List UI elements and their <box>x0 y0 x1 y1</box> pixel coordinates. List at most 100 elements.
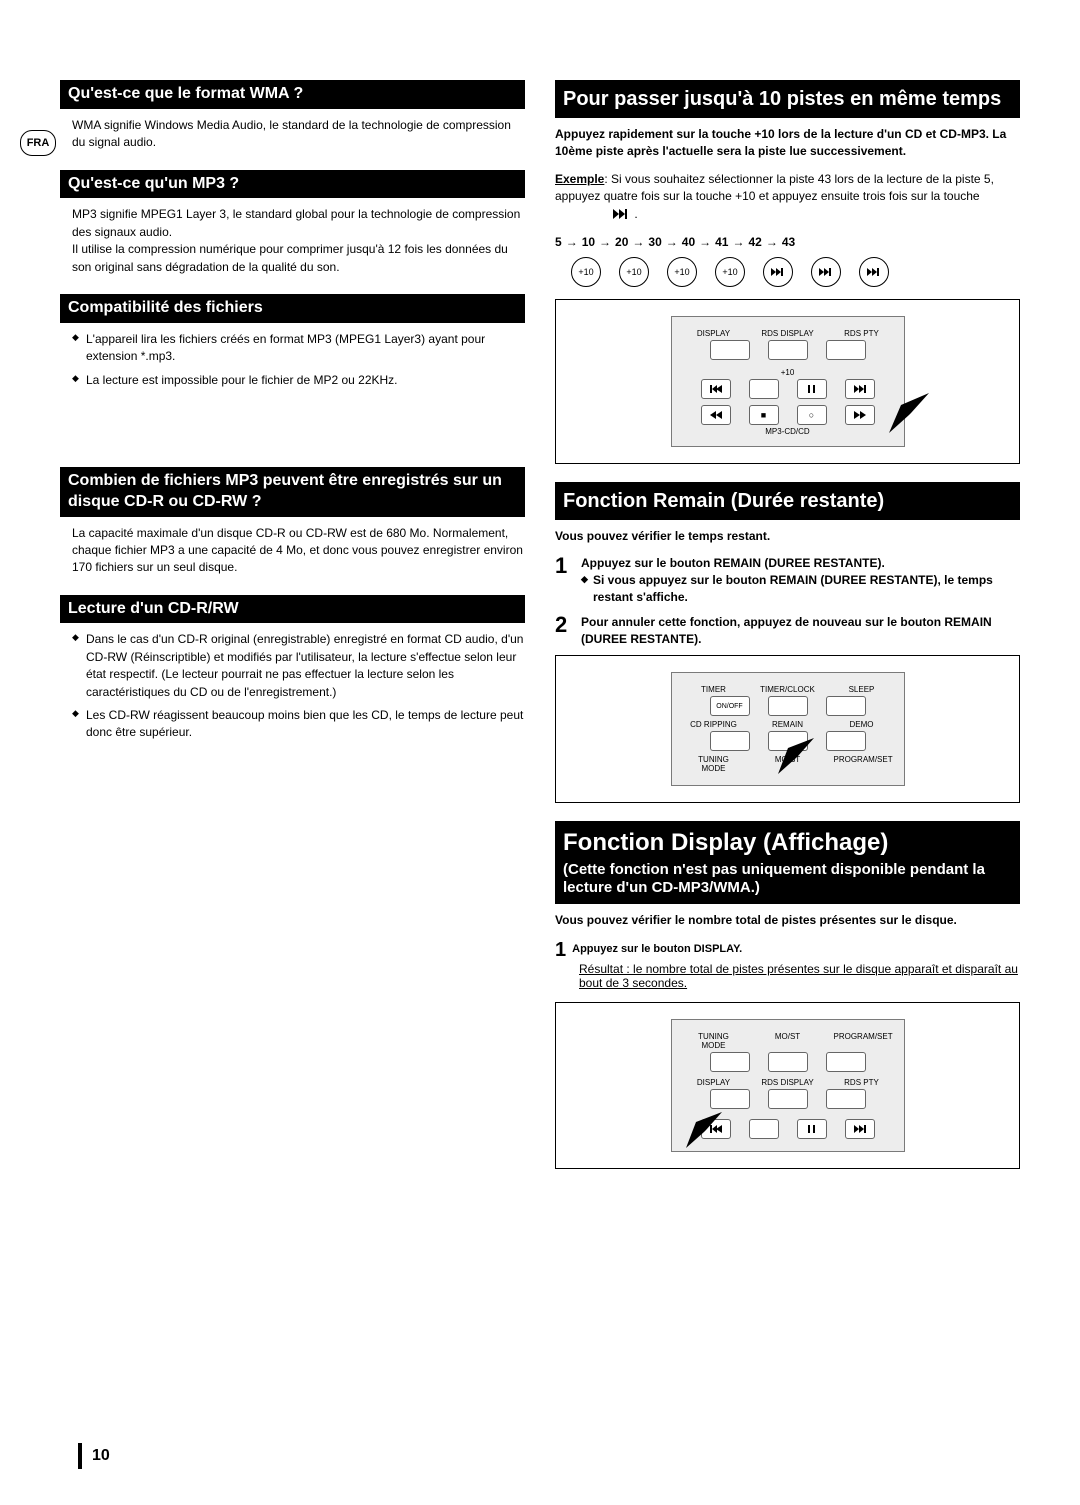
remote-button <box>768 1089 808 1109</box>
example-label: Exemple <box>555 172 604 186</box>
display-step1a: Appuyez sur le bouton DISPLAY. <box>572 943 742 955</box>
prev-button <box>701 379 731 399</box>
skip-example: Exemple: Si vous souhaitez sélectionner … <box>555 171 1020 223</box>
flow-value: 5 <box>555 235 562 249</box>
pointer-icon <box>686 1112 722 1148</box>
remote-label: DEMO <box>834 720 890 729</box>
flow-value: 20 <box>615 235 628 249</box>
next-button-icon <box>811 257 841 287</box>
section-wma-body: WMA signifie Windows Media Audio, le sta… <box>72 117 525 152</box>
remote-button <box>749 1119 779 1139</box>
section-display-subtitle: (Cette fonction n'est pas uniquement dis… <box>555 861 1020 905</box>
stop-button: ■ <box>749 405 779 425</box>
remote-label: MP3-CD/CD <box>686 427 890 436</box>
remote-button <box>710 1089 750 1109</box>
next-button <box>845 1119 875 1139</box>
left-column: Qu'est-ce que le format WMA ? WMA signif… <box>60 80 525 1187</box>
remote-label: REMAIN <box>760 720 816 729</box>
remote-button <box>749 379 779 399</box>
remote-label: MO/ST <box>760 1032 816 1050</box>
list-item: Dans le cas d'un CD-R original (enregist… <box>72 631 525 701</box>
manual-page: FRA Qu'est-ce que le format WMA ? WMA si… <box>0 0 1080 1505</box>
skip-body: Appuyez rapidement sur la touche +10 lor… <box>555 126 1020 161</box>
remain-body: Vous pouvez vérifier le temps restant. <box>555 528 1020 545</box>
list-item: L'appareil lira les fichiers créés en fo… <box>72 331 525 366</box>
remote-label: +10 <box>760 368 816 377</box>
plus10-button-icon: +10 <box>667 257 697 287</box>
step1-text: Appuyez sur le bouton REMAIN (DUREE REST… <box>581 555 1020 572</box>
remote-label: RDS PTY <box>834 329 890 338</box>
remote-button <box>710 1052 750 1072</box>
pause-button <box>797 379 827 399</box>
remote-label: PROGRAM/SET <box>834 1032 890 1050</box>
compat-bullets: L'appareil lira les fichiers créés en fo… <box>72 331 525 389</box>
section-wma-title: Qu'est-ce que le format WMA ? <box>60 80 525 109</box>
remote-button <box>710 340 750 360</box>
flow-value: 40 <box>682 235 695 249</box>
section-mp3-title: Qu'est-ce qu'un MP3 ? <box>60 170 525 199</box>
flow-value: 10 <box>582 235 595 249</box>
section-mp3-body: MP3 signifie MPEG1 Layer 3, le standard … <box>72 206 525 276</box>
two-column-layout: Qu'est-ce que le format WMA ? WMA signif… <box>60 80 1020 1187</box>
remote-label: DISPLAY <box>686 329 742 338</box>
section-compat-title: Compatibilité des fichiers <box>60 294 525 323</box>
plus10-button-icon: +10 <box>619 257 649 287</box>
step2-text: Pour annuler cette fonction, appuyez de … <box>581 614 1020 648</box>
remote-label: TIMER/CLOCK <box>760 685 816 694</box>
remote-button <box>768 340 808 360</box>
next-track-icon <box>613 209 631 219</box>
flow-value: 43 <box>782 235 795 249</box>
skip-buttons-row: +10 +10 +10 +10 <box>571 257 1020 287</box>
remote-label: TUNING MODE <box>686 755 742 773</box>
page-number-bar <box>78 1443 82 1469</box>
display-step-1: 1Appuyez sur le bouton DISPLAY. Résultat… <box>555 939 1020 990</box>
remote-button <box>826 1089 866 1109</box>
remote-button <box>826 340 866 360</box>
pointer-icon <box>889 393 929 433</box>
cdrrw-bullets: Dans le cas d'un CD-R original (enregist… <box>72 631 525 741</box>
remote-button <box>826 731 866 751</box>
next-button-icon <box>859 257 889 287</box>
remote-label: RDS DISPLAY <box>760 1078 816 1087</box>
remote-button <box>768 696 808 716</box>
record-button: ○ <box>797 405 827 425</box>
ffwd-button <box>845 405 875 425</box>
remote-button <box>826 696 866 716</box>
example-text: : Si vous souhaitez sélectionner la pist… <box>555 172 994 203</box>
section-remain-title: Fonction Remain (Durée restante) <box>555 482 1020 520</box>
list-item: Les CD-RW réagissent beaucoup moins bien… <box>72 707 525 742</box>
remote-illustration-skip: DISPLAY RDS DISPLAY RDS PTY +10 ■ <box>555 299 1020 464</box>
remote-button: ON/OFF <box>710 696 750 716</box>
remote-label: RDS DISPLAY <box>760 329 816 338</box>
plus10-button-icon: +10 <box>571 257 601 287</box>
remote-illustration-remain: TIMER TIMER/CLOCK SLEEP ON/OFF CD RIPPIN… <box>555 655 1020 803</box>
section-howmany-title: Combien de fichiers MP3 peuvent être enr… <box>60 467 525 517</box>
next-button-icon <box>763 257 793 287</box>
remote-button <box>826 1052 866 1072</box>
pointer-icon <box>778 738 814 774</box>
section-display-title: Fonction Display (Affichage) <box>555 821 1020 860</box>
next-button <box>845 379 875 399</box>
flow-value: 41 <box>715 235 728 249</box>
list-item: La lecture est impossible pour le fichie… <box>72 372 525 389</box>
step-2: 2 Pour annuler cette fonction, appuyez d… <box>555 614 1020 648</box>
page-number: 10 <box>92 1447 110 1465</box>
display-body: Vous pouvez vérifier le nombre total de … <box>555 912 1020 929</box>
remote-label: TUNING MODE <box>686 1032 742 1050</box>
remote-button <box>710 731 750 751</box>
flow-value: 42 <box>748 235 761 249</box>
section-cdrrw-title: Lecture d'un CD-R/RW <box>60 595 525 624</box>
remote-label: RDS PTY <box>834 1078 890 1087</box>
skip-flow-diagram: 5→ 10→ 20→ 30→ 40→ 41→ 42→ 43 <box>555 235 1020 249</box>
step-1: 1 Appuyez sur le bouton REMAIN (DUREE RE… <box>555 555 1020 605</box>
step1-sub: Si vous appuyez sur le bouton REMAIN (DU… <box>581 572 1020 606</box>
remote-label: DISPLAY <box>686 1078 742 1087</box>
remote-label: TIMER <box>686 685 742 694</box>
remote-label: PROGRAM/SET <box>834 755 890 773</box>
remote-label: SLEEP <box>834 685 890 694</box>
section-howmany-body: La capacité maximale d'un disque CD-R ou… <box>72 525 525 577</box>
section-display-block: Fonction Display (Affichage) (Cette fonc… <box>555 821 1020 904</box>
pause-button <box>797 1119 827 1139</box>
display-step1b: Résultat : le nombre total de pistes pré… <box>579 962 1020 990</box>
remote-button <box>768 1052 808 1072</box>
